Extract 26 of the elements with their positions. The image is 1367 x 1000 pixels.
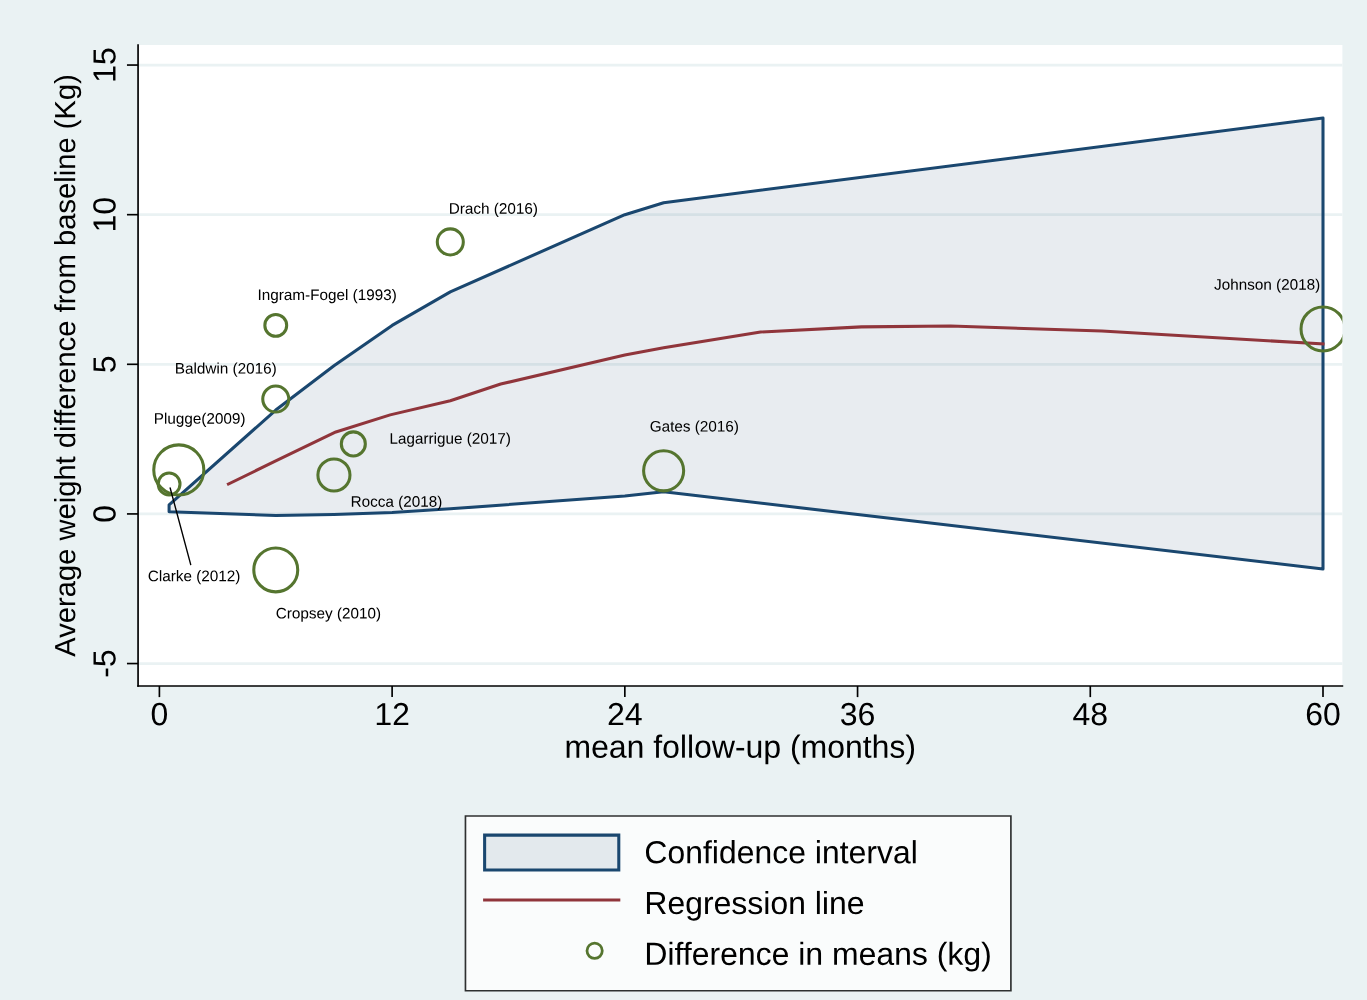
annotation: Johnson (2018) [1214,278,1320,293]
legend-label: Confidence interval [645,840,916,864]
annotation: Cropsey (2010) [276,607,381,622]
y-tick-label: -5 [93,650,116,677]
x-tick-label: 0 [151,702,168,726]
annotation: Rocca (2018) [351,495,442,510]
x-tick-label: 60 [1306,702,1340,726]
y-tick-label: 10 [93,198,116,230]
y-axis-title: Average weight difference from baseline (Kg) [54,75,82,657]
x-tick-label: 48 [1073,702,1107,726]
x-axis-title: mean follow-up (months) [566,734,915,765]
x-tick-label: 36 [841,702,874,726]
y-tick-label: 5 [93,356,116,372]
y-tick-label: 15 [93,48,116,81]
annotation: Plugge(2009) [155,412,245,427]
annotation: Lagarrigue (2017) [390,432,510,447]
legend-label: Regression line [646,890,864,921]
x-tick-label: 12 [376,702,409,726]
annotation: Baldwin (2016) [176,362,276,377]
legend-label: Difference in means (kg) [646,941,990,972]
annotation: Clarke (2012) [148,570,240,585]
y-tick-label: 0 [93,506,116,522]
annotation: Ingram-Fogel (1993) [258,288,396,304]
x-tick-label: 24 [608,702,642,726]
annotation: Drach (2016) [450,202,537,217]
annotation: Gates (2016) [650,420,738,435]
